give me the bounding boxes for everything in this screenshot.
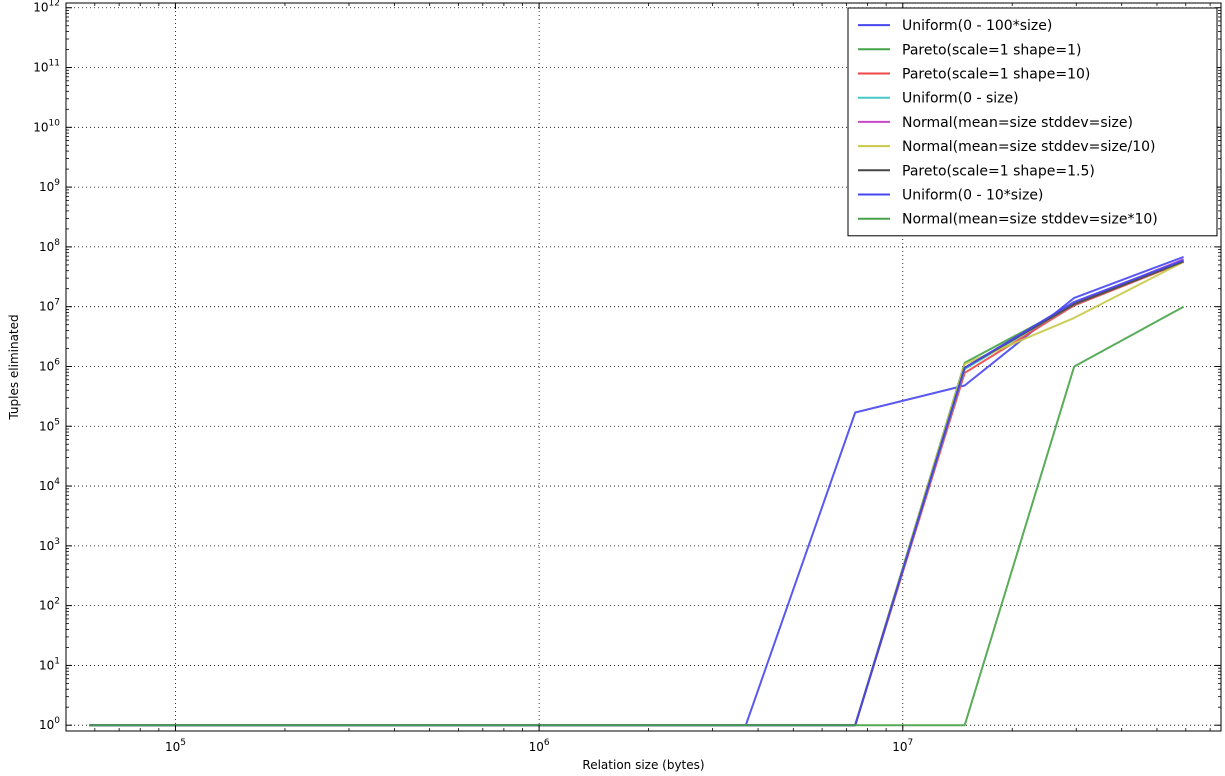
tick-layer: 100 101 102 103 104 105 106 107 108 109 1010 1011 10… <box>33 0 1221 754</box>
plot-frame <box>65 2 1222 732</box>
x-axis-label: Relation size (bytes) <box>582 758 704 772</box>
y-axis-label: Tuples eliminated <box>7 314 21 420</box>
y-tick-label: 1011 <box>33 59 60 75</box>
series-line-1 <box>89 255 1184 727</box>
legend-label: Normal(mean=size stddev=size) <box>902 115 1133 131</box>
y-tick-label: 103 <box>39 537 60 553</box>
series-line-6 <box>89 261 1185 727</box>
x-tick-label: 107 <box>892 738 913 754</box>
y-tick-label: 106 <box>39 357 60 373</box>
legend-label: Uniform(0 - 100*size) <box>902 18 1052 34</box>
series-line-9 <box>89 305 1185 727</box>
y-tick-label: 1010 <box>33 118 60 134</box>
series-line-3 <box>89 260 1184 727</box>
y-tick-label: 102 <box>39 597 60 613</box>
legend-label: Normal(mean=size stddev=size*10) <box>902 212 1158 228</box>
legend-label: Pareto(scale=1 shape=10) <box>902 67 1090 83</box>
y-tick-label: 1012 <box>33 0 60 15</box>
x-tick-label: 106 <box>529 738 550 754</box>
y-tick-label: 104 <box>39 477 60 493</box>
series-line-4 <box>89 260 1184 727</box>
legend-label: Uniform(0 - size) <box>902 91 1019 107</box>
y-tick-label: 101 <box>39 656 60 672</box>
grid-layer <box>66 3 1221 731</box>
y-tick-label: 109 <box>39 178 60 194</box>
series-line-2 <box>89 260 1184 727</box>
x-tick-label: 105 <box>165 738 186 754</box>
y-tick-label: 107 <box>39 298 60 314</box>
legend: Uniform(0 - 100*size) Pareto(scale=1 shap… <box>847 7 1218 237</box>
y-tick-label: 105 <box>39 417 60 433</box>
series-line-7 <box>89 260 1184 727</box>
series-line-5 <box>89 258 1184 727</box>
legend-label: Normal(mean=size stddev=size/10) <box>902 139 1155 155</box>
legend-label: Pareto(scale=1 shape=1.5) <box>902 163 1095 179</box>
y-tick-label: 100 <box>39 716 60 732</box>
legend-label: Pareto(scale=1 shape=1) <box>902 42 1081 58</box>
series-layer <box>89 255 1185 727</box>
legend-label: Uniform(0 - 10*size) <box>902 188 1043 204</box>
y-tick-label: 108 <box>39 238 60 254</box>
series-line-8 <box>89 259 1184 727</box>
legend-box <box>847 7 1218 237</box>
